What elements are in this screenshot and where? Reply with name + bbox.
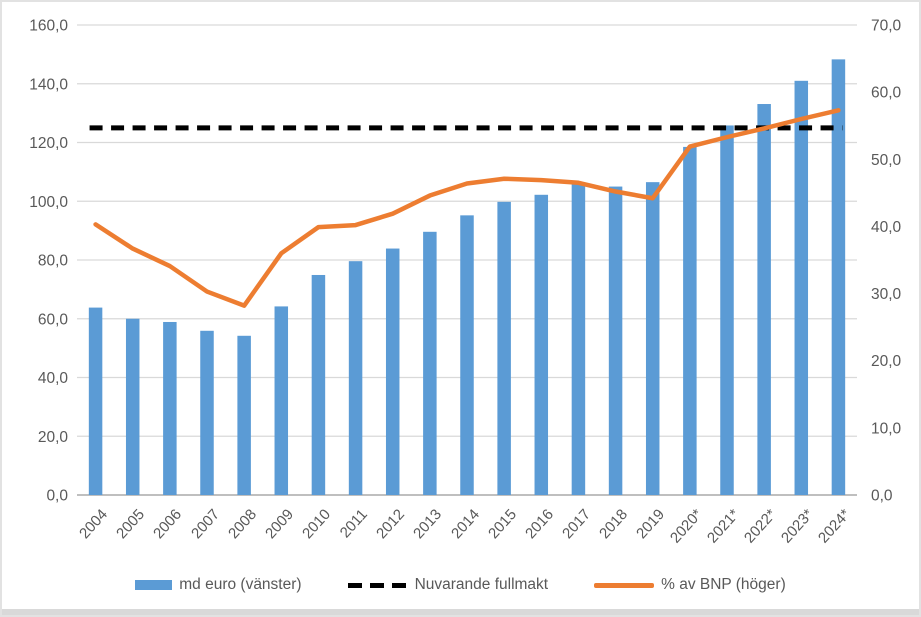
y-axis-right-tick-label: 10,0 — [871, 420, 902, 437]
bar-2020* — [683, 146, 697, 495]
bar-series-swatch-icon — [135, 580, 173, 590]
bar-2007 — [200, 330, 214, 495]
bar-2015 — [497, 201, 511, 495]
y-axis-left-tick-label: 40,0 — [38, 370, 69, 387]
legend-label-md-euro: md euro (vänster) — [179, 576, 302, 593]
bar-2004 — [88, 307, 103, 495]
y-axis-left-tick-label: 160,0 — [29, 18, 68, 35]
bar-2008 — [237, 335, 251, 495]
bottom-band — [2, 609, 919, 615]
legend: md euro (vänster) Nuvarande fullmakt % a… — [2, 576, 919, 594]
y-axis-right-tick-label: 0,0 — [871, 488, 893, 505]
legend-item-fullmakt: Nuvarande fullmakt — [347, 576, 549, 594]
bar-2017 — [571, 184, 586, 495]
bar-2018 — [608, 186, 623, 495]
line-series-swatch-icon — [594, 582, 655, 588]
legend-label-fullmakt: Nuvarande fullmakt — [414, 576, 549, 593]
legend-item-bnp: % av BNP (höger) — [594, 576, 786, 594]
plot-svg: 160,0 140,0 120,0 100,0 80,0 60,0 40,0 20,0 0,0 7… — [29, 18, 902, 505]
y-axis-left-tick-label: 60,0 — [38, 311, 69, 328]
bar-2011 — [348, 261, 363, 495]
y-axis-left-tick-label: 120,0 — [29, 135, 68, 152]
dashed-line-swatch-icon — [347, 582, 408, 588]
bar-2022* — [757, 104, 771, 496]
bar-2010 — [311, 274, 326, 495]
bar-2009 — [274, 306, 289, 495]
bnp-line — [93, 108, 841, 308]
bar-2006 — [163, 321, 177, 495]
y-axis-left-tick-label: 20,0 — [38, 429, 69, 446]
bar-2014 — [460, 215, 474, 495]
legend-label-bnp: % av BNP (höger) — [661, 576, 786, 593]
y-axis-right-tick-label: 20,0 — [871, 353, 902, 370]
y-axis-right-tick-label: 60,0 — [871, 85, 902, 102]
y-axis-right-tick-label: 70,0 — [871, 18, 902, 35]
y-axis-left-tick-label: 100,0 — [29, 194, 68, 211]
y-axis-left-tick-label: 140,0 — [29, 76, 68, 93]
y-axis-left-tick-label: 0,0 — [46, 488, 68, 505]
y-axis-right-tick-label: 40,0 — [871, 219, 902, 236]
bar-2024* — [831, 59, 846, 496]
bar-2019 — [645, 182, 660, 495]
y-axis-left-tick-label: 80,0 — [38, 253, 69, 270]
bar-2013 — [423, 231, 437, 496]
bar-2016 — [534, 194, 549, 495]
y-axis-right-tick-label: 30,0 — [871, 286, 902, 303]
y-axis-right-tick-label: 50,0 — [871, 152, 902, 169]
bar-2023* — [794, 80, 809, 495]
bar-2005 — [125, 318, 140, 495]
bar-2021* — [720, 125, 734, 496]
bar-2012 — [385, 248, 400, 495]
legend-item-md-euro: md euro (vänster) — [135, 576, 302, 594]
